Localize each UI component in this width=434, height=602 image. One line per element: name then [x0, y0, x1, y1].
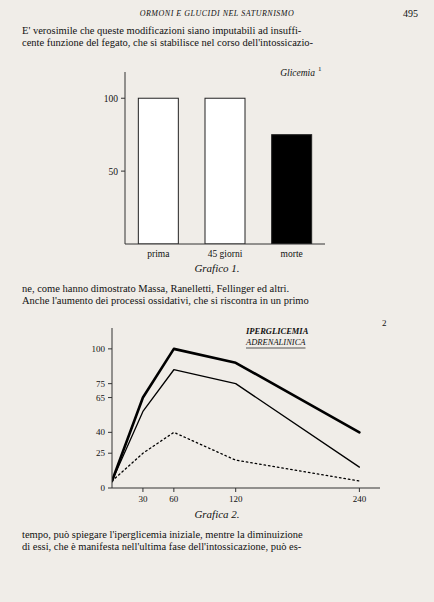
x-tick: [142, 488, 143, 492]
bar-chart: prima 45 giorni morte 50 100 Glicemia1 Grafico…: [104, 65, 325, 274]
bar: [138, 98, 178, 244]
y-tick-label: 100: [104, 94, 119, 104]
body-text: ne, come hanno dimostrato Massa, Ranelle…: [22, 283, 289, 294]
annotation-superscript: 2: [382, 318, 387, 328]
annotation: ADRENALINICA: [245, 337, 306, 347]
annotation-superscript: 1: [318, 65, 322, 73]
body-text: E' verosimile che queste modificazioni s…: [22, 25, 302, 36]
y-tick: [108, 488, 112, 489]
annotation-underline: [246, 348, 306, 349]
x-axis: [112, 488, 380, 489]
chart-title: Grafica 2.: [194, 508, 239, 520]
y-tick-label: 0: [101, 483, 106, 493]
body-text: cente funzione del fegato, che si stabil…: [22, 37, 314, 48]
y-tick: [108, 348, 112, 349]
y-tick-label: 40: [96, 427, 106, 437]
line: [112, 349, 359, 481]
y-tick-label: 50: [109, 167, 119, 177]
x-tick-label: prima: [147, 249, 170, 259]
body-text: di essi, che è manifesta nell'ultima fas…: [22, 541, 302, 552]
x-tick: [173, 488, 174, 492]
y-tick: [108, 432, 112, 433]
x-tick-label: 45 giorni: [208, 249, 243, 259]
x-tick-label: morte: [281, 249, 303, 259]
x-axis: [125, 244, 325, 245]
y-tick: [121, 98, 125, 99]
x-tick-label: 120: [229, 494, 243, 504]
page-number: 495: [403, 8, 418, 19]
bar: [272, 135, 312, 244]
y-tick: [108, 383, 112, 384]
y-tick: [108, 397, 112, 398]
x-tick: [359, 488, 360, 492]
annotation: IPERGLICEMIA: [245, 326, 309, 336]
y-tick-label: 25: [96, 448, 106, 458]
y-tick: [121, 171, 125, 172]
page-title: ORMONI E GLUCIDI NEL SATURNISMO: [140, 9, 295, 18]
annotation: Glicemia: [280, 68, 315, 78]
x-tick-label: 30: [138, 494, 148, 504]
line: [112, 370, 359, 481]
body-text: Anche l'aumento dei processi ossidativi,…: [22, 295, 309, 306]
x-tick-label: 240: [353, 494, 367, 504]
y-tick-label: 75: [96, 379, 106, 389]
body-text: tempo, può spiegare l'iperglicemia inizi…: [22, 529, 303, 540]
y-tick-label: 100: [92, 344, 106, 354]
y-tick-label: 65: [96, 393, 106, 403]
chart-title: Grafico 1.: [194, 262, 239, 274]
x-tick: [235, 488, 236, 492]
line-chart: 30 60 120 240 0 25 40 65 75 100 IPERGLICEMIAADRENA…: [92, 318, 387, 520]
bars: [138, 98, 311, 244]
lines: [112, 349, 359, 481]
x-tick-label: 60: [169, 494, 179, 504]
bar: [205, 98, 245, 244]
line: [112, 432, 359, 481]
y-axis: [112, 328, 113, 488]
page: ORMONI E GLUCIDI NEL SATURNISMO 495 E' ver…: [0, 0, 434, 602]
y-tick: [108, 453, 112, 454]
